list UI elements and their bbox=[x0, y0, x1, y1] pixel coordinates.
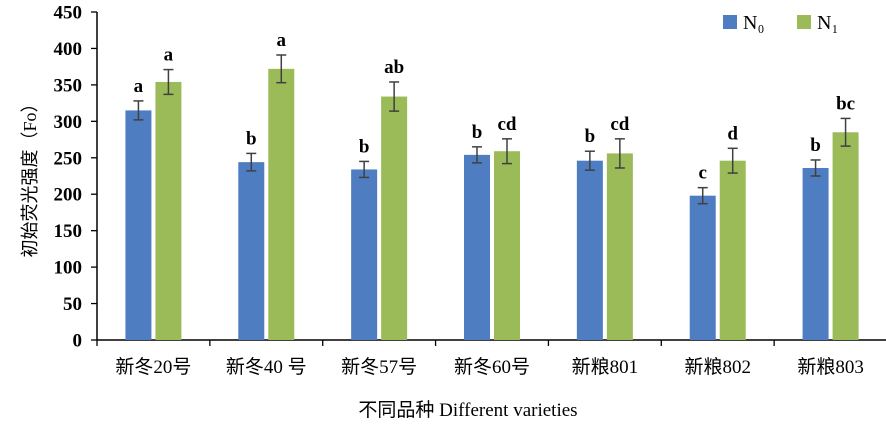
bar bbox=[464, 154, 490, 340]
y-tick-label: 300 bbox=[54, 112, 83, 133]
y-tick-label: 400 bbox=[54, 39, 83, 60]
significance-label: b bbox=[585, 126, 596, 147]
bar bbox=[155, 81, 182, 341]
bar bbox=[125, 110, 152, 341]
y-tick-label: 200 bbox=[54, 185, 83, 206]
significance-label: b bbox=[359, 136, 370, 157]
y-tick-label: 350 bbox=[54, 75, 83, 96]
bar bbox=[689, 195, 716, 340]
x-tick-label: 新粮802 bbox=[684, 356, 751, 378]
y-axis-title: 初始荧光强度（Fo） bbox=[20, 94, 40, 257]
legend-swatch bbox=[723, 15, 737, 29]
significance-label: bc bbox=[836, 93, 855, 114]
bar bbox=[238, 162, 265, 340]
x-tick-label: 新冬57号 bbox=[341, 356, 417, 378]
significance-label: c bbox=[698, 163, 706, 184]
x-tick-label: 新冬40 号 bbox=[226, 356, 307, 378]
significance-label: b bbox=[472, 122, 483, 143]
y-tick-label: 250 bbox=[54, 148, 83, 169]
y-tick-label: 0 bbox=[73, 331, 83, 352]
y-tick-label: 50 bbox=[63, 294, 82, 315]
y-axis-label: 初始荧光强度（Fo） bbox=[20, 94, 40, 257]
x-axis-label: 不同品种 Different varieties bbox=[358, 399, 577, 421]
significance-label: ab bbox=[384, 57, 404, 78]
legend-swatch bbox=[797, 15, 811, 29]
x-axis: 新冬20号 新冬40 号 新冬57号 新冬60号 新粮801 新粮802 新粮803 bbox=[96, 339, 886, 378]
significance-label: b bbox=[810, 135, 821, 156]
significance-label: a bbox=[134, 76, 144, 97]
x-tick-label: 新冬60号 bbox=[454, 356, 530, 378]
x-tick-label: 新粮803 bbox=[797, 356, 864, 378]
bar bbox=[268, 68, 295, 340]
significance-label: a bbox=[164, 45, 174, 66]
bar bbox=[351, 169, 378, 340]
error-bars bbox=[133, 54, 851, 205]
x-tick-label: 新冬20号 bbox=[115, 356, 191, 378]
bar bbox=[719, 160, 746, 340]
legend-label: N₀ bbox=[743, 12, 764, 34]
bar bbox=[606, 153, 633, 340]
significance-label: cd bbox=[610, 114, 629, 135]
significance-label: a bbox=[277, 30, 287, 51]
bars bbox=[125, 68, 859, 341]
significance-label: b bbox=[246, 128, 257, 149]
bar bbox=[802, 167, 829, 340]
y-tick-label: 450 bbox=[54, 3, 83, 24]
x-tick-label: 新粮801 bbox=[572, 356, 639, 378]
bar bbox=[832, 132, 859, 340]
y-axis: 0 50 100 150 200 250 300 350 400 450 bbox=[54, 3, 98, 352]
legend-label: N₁ bbox=[817, 12, 838, 34]
significance-label: d bbox=[727, 123, 738, 144]
bar bbox=[381, 96, 408, 340]
significance-label: cd bbox=[498, 114, 517, 135]
y-tick-label: 150 bbox=[54, 221, 83, 242]
bar bbox=[494, 151, 520, 340]
bar bbox=[576, 160, 603, 340]
y-tick-label: 100 bbox=[54, 258, 83, 279]
legend: N₀ N₁ bbox=[723, 12, 838, 34]
